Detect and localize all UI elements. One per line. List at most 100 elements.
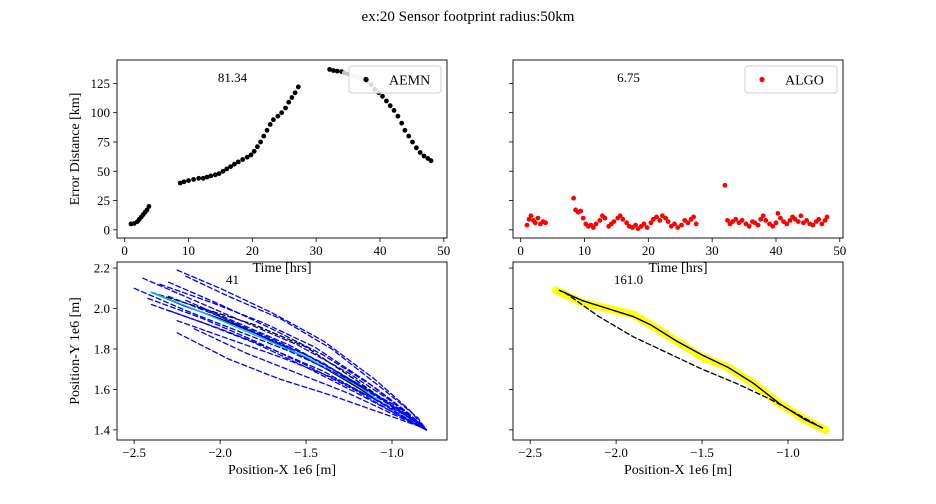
data-point xyxy=(672,221,677,227)
trajectory-dashed xyxy=(202,307,428,431)
plot-area xyxy=(552,286,830,434)
legend-label: AEMN xyxy=(389,74,430,89)
data-point xyxy=(240,157,246,162)
x-axis-label: Position-X 1e6 [m] xyxy=(624,463,732,478)
data-point xyxy=(216,171,222,177)
data-point xyxy=(770,223,776,229)
legend-box xyxy=(744,65,838,94)
y-tick-label: 125 xyxy=(91,76,111,91)
plot-area xyxy=(128,67,434,227)
trajectory-dashed xyxy=(193,328,428,431)
data-point xyxy=(414,145,419,151)
x-tick-label: 50 xyxy=(833,243,846,258)
x-tick-label: −2.5 xyxy=(518,445,542,460)
data-point xyxy=(177,180,183,186)
legend-marker xyxy=(363,76,369,83)
data-point xyxy=(675,225,681,230)
data-point xyxy=(787,218,793,223)
y-tick-label: 1.6 xyxy=(94,382,111,397)
y-tick-label: 2.2 xyxy=(94,261,110,276)
data-point xyxy=(402,127,408,133)
x-tick-label: 50 xyxy=(437,243,450,258)
y-tick-label: 1.8 xyxy=(94,341,110,356)
data-point xyxy=(271,117,276,123)
data-point xyxy=(644,225,650,230)
axes-frame xyxy=(116,261,448,441)
data-point xyxy=(261,133,267,139)
x-tick-label: −2.5 xyxy=(122,445,146,460)
data-point xyxy=(816,216,822,222)
data-point xyxy=(417,150,423,155)
data-point xyxy=(248,152,254,158)
data-point xyxy=(528,213,534,219)
data-point xyxy=(204,174,210,180)
data-point xyxy=(633,222,638,228)
y-tick-label: 1.4 xyxy=(94,422,111,437)
data-point xyxy=(224,166,230,172)
metric-annotation: 6.75 xyxy=(617,70,640,85)
y-tick-label: 25 xyxy=(97,193,110,208)
data-point xyxy=(295,84,301,90)
x-tick-label: 0 xyxy=(121,243,128,258)
trajectory-dashed xyxy=(167,309,428,431)
data-point xyxy=(685,220,691,226)
x-tick-label: 10 xyxy=(182,243,195,258)
data-point xyxy=(196,175,202,181)
data-point xyxy=(228,164,234,170)
data-point xyxy=(795,219,801,225)
axes-frame xyxy=(512,261,844,441)
x-tick-label: −1.5 xyxy=(294,445,318,460)
data-point xyxy=(602,215,608,221)
x-tick-label: 40 xyxy=(373,243,386,258)
subplot-bottom-left: −2.5 −2.0 −1.5 −1.0 1.4 1.6 1.8 2.0 2.2 Position-… xyxy=(68,261,448,478)
data-point xyxy=(641,221,647,227)
x-tick-label: −1.5 xyxy=(690,445,714,460)
data-point xyxy=(331,68,336,73)
x-tick-label: −1.0 xyxy=(776,445,800,460)
y-tick-label: 2.0 xyxy=(94,301,110,316)
x-tick-label: 20 xyxy=(246,243,259,258)
y-tick-label: 0 xyxy=(104,222,111,237)
x-tick-label: 0 xyxy=(517,243,524,258)
data-point xyxy=(524,222,530,228)
data-point xyxy=(327,67,332,72)
data-point xyxy=(617,213,623,219)
legend: AEMN xyxy=(348,65,442,94)
data-point xyxy=(208,173,214,179)
trajectory-dashed xyxy=(142,277,428,431)
data-point xyxy=(773,220,779,226)
data-point xyxy=(220,168,226,174)
trajectory-dashed xyxy=(167,295,428,431)
data-point xyxy=(580,215,586,221)
data-point xyxy=(380,93,385,99)
data-point xyxy=(186,178,191,184)
data-point xyxy=(181,179,187,185)
data-point xyxy=(760,213,766,219)
x-axis-label: Time [hrs] xyxy=(253,261,312,276)
data-point xyxy=(334,68,340,74)
trajectory-dashed xyxy=(563,291,824,429)
data-point xyxy=(758,216,764,222)
y-tick-label: 50 xyxy=(97,164,110,179)
trajectory-dashed xyxy=(185,299,428,431)
data-point xyxy=(144,207,150,213)
data-point xyxy=(410,139,415,145)
data-point xyxy=(286,99,292,105)
data-point xyxy=(611,219,617,225)
subplot-bottom-right: −2.5 −2.0 −1.5 −1.0 Position-X 1e6 [m] 161.0 xyxy=(509,261,844,478)
trajectory-dashed xyxy=(176,269,428,431)
data-point xyxy=(258,139,263,145)
axes-frame xyxy=(512,59,844,239)
data-point xyxy=(191,177,197,182)
data-point xyxy=(755,222,761,228)
x-tick-label: −1.0 xyxy=(380,445,404,460)
data-point xyxy=(691,214,696,220)
data-point xyxy=(746,223,752,229)
data-point xyxy=(597,218,603,223)
data-point xyxy=(341,70,347,76)
x-tick-label: 10 xyxy=(578,243,591,258)
data-point xyxy=(665,219,671,225)
plot-area xyxy=(133,269,428,431)
data-point xyxy=(526,216,532,222)
